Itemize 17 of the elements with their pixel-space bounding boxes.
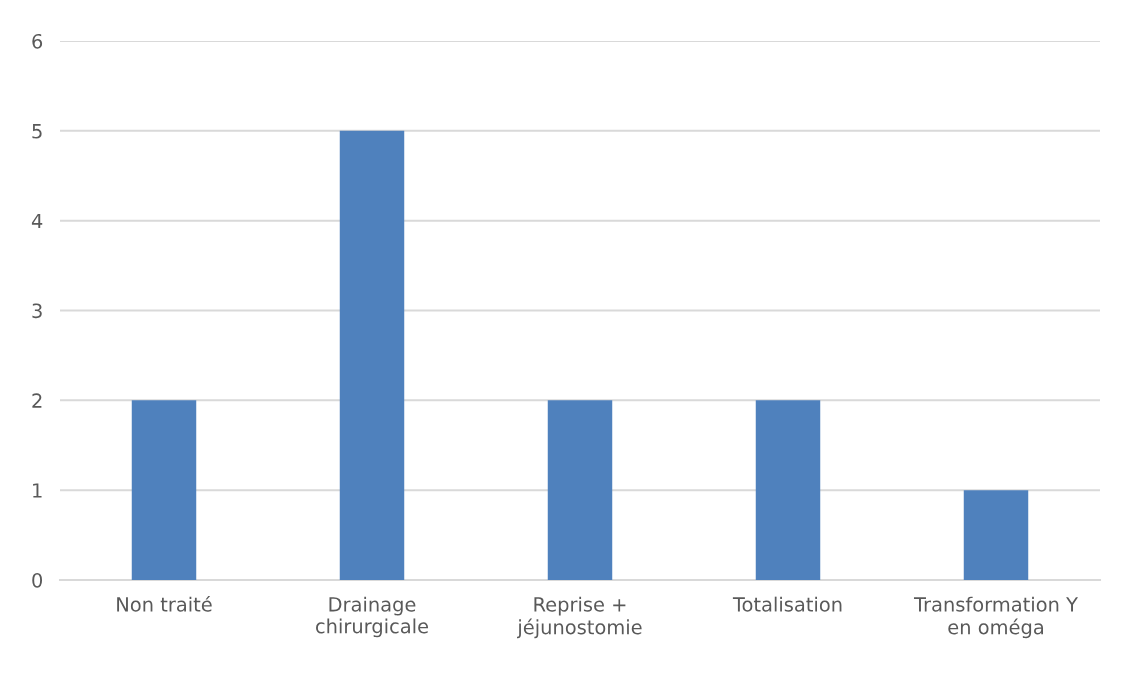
y-tick-label: 6 [32,33,43,49]
bar [963,490,1029,580]
y-tick-label: 0 [32,572,43,588]
x-tick-label: Non traité [117,595,212,612]
y-tick-label: 3 [32,303,42,319]
x-tick-label: Reprise + jéjunostomie [517,596,642,639]
x-tick-label: Transformation Y en oméga [913,596,1079,639]
bar [131,400,197,580]
bar [547,400,613,580]
bar [755,400,821,580]
bar [339,130,405,580]
x-tick-label: Drainage chirurgicale [316,596,429,638]
y-tick-label: 4 [31,213,43,229]
y-tick-label: 5 [32,124,42,139]
y-tick-label: 1 [33,483,42,498]
y-tick-label: 2 [32,393,42,408]
x-tick-label: Totalisation [732,596,842,612]
